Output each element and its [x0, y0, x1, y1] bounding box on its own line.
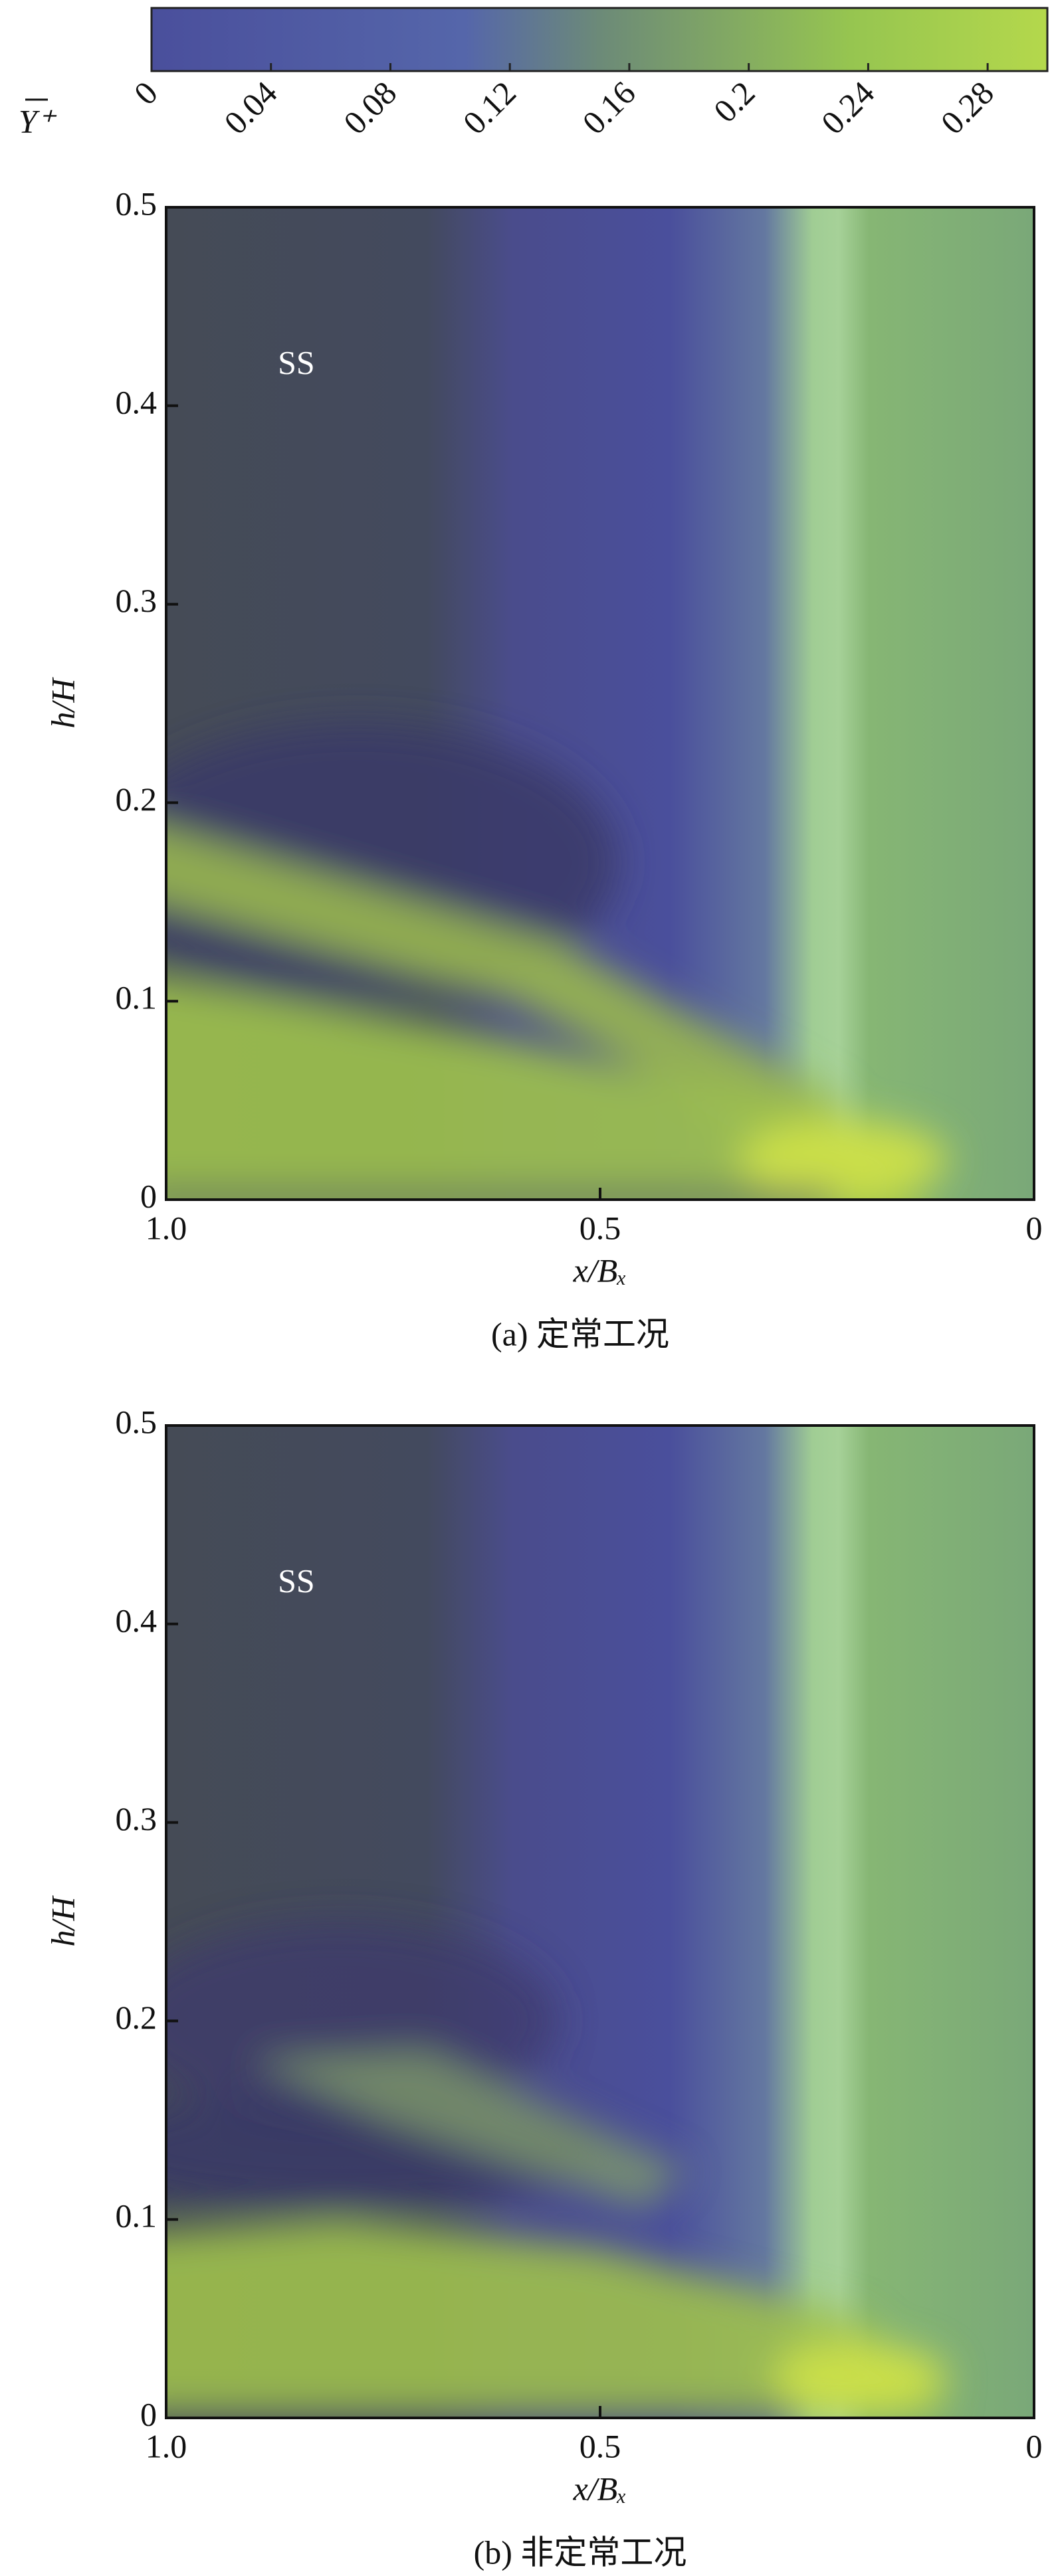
- x-tick-label: 0.5: [580, 1209, 621, 1246]
- y-tick-label: 0.4: [116, 383, 158, 420]
- x-tick-label: 0.5: [580, 2427, 621, 2464]
- y-tick-label: 0.5: [116, 185, 158, 222]
- field-feature: [774, 2343, 948, 2413]
- field-features: [166, 1922, 948, 2418]
- caption: (a) 定常工况: [491, 1315, 669, 1352]
- x-axis-label: x/Bₓ: [573, 1251, 627, 1289]
- x-tick-label: 1.0: [146, 2427, 187, 2464]
- x-tick-label: 0: [1026, 2427, 1043, 2464]
- field-feature: [166, 828, 843, 1160]
- field: [166, 207, 1034, 1200]
- colorbar-tick-label: 0.12: [456, 74, 523, 141]
- colorbar-tick-label: 0: [127, 74, 165, 112]
- y-tick-label: 0.3: [116, 582, 158, 619]
- y-tick-label: 0.2: [116, 781, 158, 818]
- field-feature: [166, 2410, 791, 2418]
- y-tick-label: 0.1: [116, 2197, 158, 2235]
- y-tick-label: 0.4: [116, 1602, 158, 1639]
- annotation: SS: [278, 344, 315, 381]
- colorbar-tick-label: 0.24: [814, 74, 881, 141]
- y-tick-label: 0.2: [116, 1999, 158, 2036]
- y-tick-label: 0: [140, 2395, 157, 2433]
- field-feature: [738, 1120, 948, 1200]
- colorbar-tick-label: 0.28: [934, 74, 1001, 141]
- x-tick-label: 0: [1026, 1209, 1043, 1246]
- colorbar: [150, 7, 1049, 72]
- y-tick-label: 0.5: [116, 1403, 158, 1440]
- field-features: [166, 723, 948, 1200]
- field: [166, 1426, 1034, 2418]
- y-tick-label: 0.3: [116, 1800, 158, 1837]
- y-axis-label: h/H: [44, 1895, 81, 1947]
- colorbar-label: Y⁺: [19, 102, 57, 139]
- colorbar-tick-label: 0.08: [336, 74, 403, 141]
- field-feature: [166, 977, 914, 1200]
- colorbar-tick-label: 0.16: [575, 74, 642, 141]
- y-tick-label: 0: [140, 1177, 157, 1214]
- field-feature: [166, 2219, 948, 2418]
- x-tick-label: 1.0: [146, 1209, 187, 1246]
- field-feature: [166, 1190, 834, 1200]
- colorbar-tick-label: 0.04: [217, 74, 284, 141]
- caption: (b) 非定常工况: [474, 2533, 687, 2571]
- colorbar-tick-label: 0.2: [706, 74, 762, 130]
- y-tick-label: 0.1: [116, 979, 158, 1016]
- x-axis-label: x/Bₓ: [573, 2470, 627, 2507]
- annotation: SS: [278, 1562, 315, 1600]
- y-axis-label: h/H: [44, 677, 81, 729]
- field-feature: [253, 2051, 687, 2210]
